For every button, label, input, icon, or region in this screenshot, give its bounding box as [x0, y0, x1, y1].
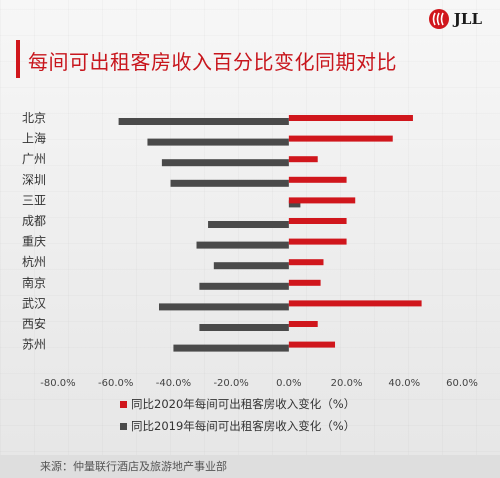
x-tick-label: 20.0% — [331, 378, 363, 389]
category-label: 杭州 — [22, 254, 46, 269]
source-note: 来源：仲量联行酒店及旅游地产事业部 — [0, 455, 500, 478]
x-tick-label: -80.0% — [40, 378, 75, 389]
bar-2019 — [199, 324, 289, 331]
category-label: 三亚 — [22, 193, 46, 207]
x-tick-label: 0.0% — [276, 378, 301, 389]
bar-2019 — [159, 303, 289, 311]
x-tick-label: 60.0% — [446, 378, 478, 389]
x-tick-label: 40.0% — [388, 378, 420, 389]
category-label: 苏州 — [22, 338, 46, 352]
bar-2019 — [161, 159, 289, 167]
category-label: 深圳 — [22, 173, 46, 187]
category-label: 南京 — [22, 275, 46, 290]
category-label: 重庆 — [22, 235, 46, 249]
bar-2019 — [170, 179, 289, 187]
bar-2020 — [288, 259, 324, 266]
category-label: 北京 — [22, 111, 46, 125]
bar-2019 — [147, 138, 289, 146]
x-tick-label: -40.0% — [156, 378, 191, 389]
bar-2019 — [213, 262, 289, 270]
jll-logo: JLL — [428, 8, 482, 30]
category-label: 西安 — [22, 316, 46, 331]
bar-2020 — [288, 238, 347, 245]
chart-title: 每间可出租客房收入百分比变化同期对比 — [28, 50, 397, 74]
bar-2020 — [288, 218, 347, 224]
category-label: 广州 — [22, 152, 46, 166]
bar-2019 — [199, 282, 289, 290]
x-tick-label: -60.0% — [98, 378, 133, 389]
category-label: 成都 — [22, 214, 46, 228]
bar-2020 — [288, 197, 356, 204]
bar-2019 — [118, 118, 289, 125]
bar-2020 — [288, 321, 318, 327]
title-accent-bar — [16, 40, 20, 78]
category-label: 上海 — [22, 131, 46, 146]
bar-2019 — [208, 221, 289, 228]
bar-2020 — [288, 279, 321, 286]
bar-2020 — [288, 135, 393, 142]
brand-name: JLL — [453, 10, 482, 28]
legend-label: 同比2019年每间可出租客房收入变化（%） — [131, 419, 355, 433]
bar-2020 — [288, 300, 422, 307]
bar-2020 — [288, 156, 318, 163]
bar-2020 — [288, 176, 347, 183]
legend-swatch — [120, 423, 127, 430]
category-label: 武汉 — [22, 296, 46, 310]
bar-2019 — [288, 200, 301, 208]
legend-label: 同比2020年每间可出租客房收入变化（%） — [131, 397, 355, 411]
jll-logo-icon — [428, 9, 449, 29]
legend-swatch — [120, 401, 127, 408]
bar-2020 — [288, 341, 336, 348]
x-tick-label: -20.0% — [213, 378, 248, 389]
bar-2020 — [288, 115, 413, 121]
bar-2019 — [196, 241, 289, 249]
bar-2019 — [173, 344, 289, 352]
